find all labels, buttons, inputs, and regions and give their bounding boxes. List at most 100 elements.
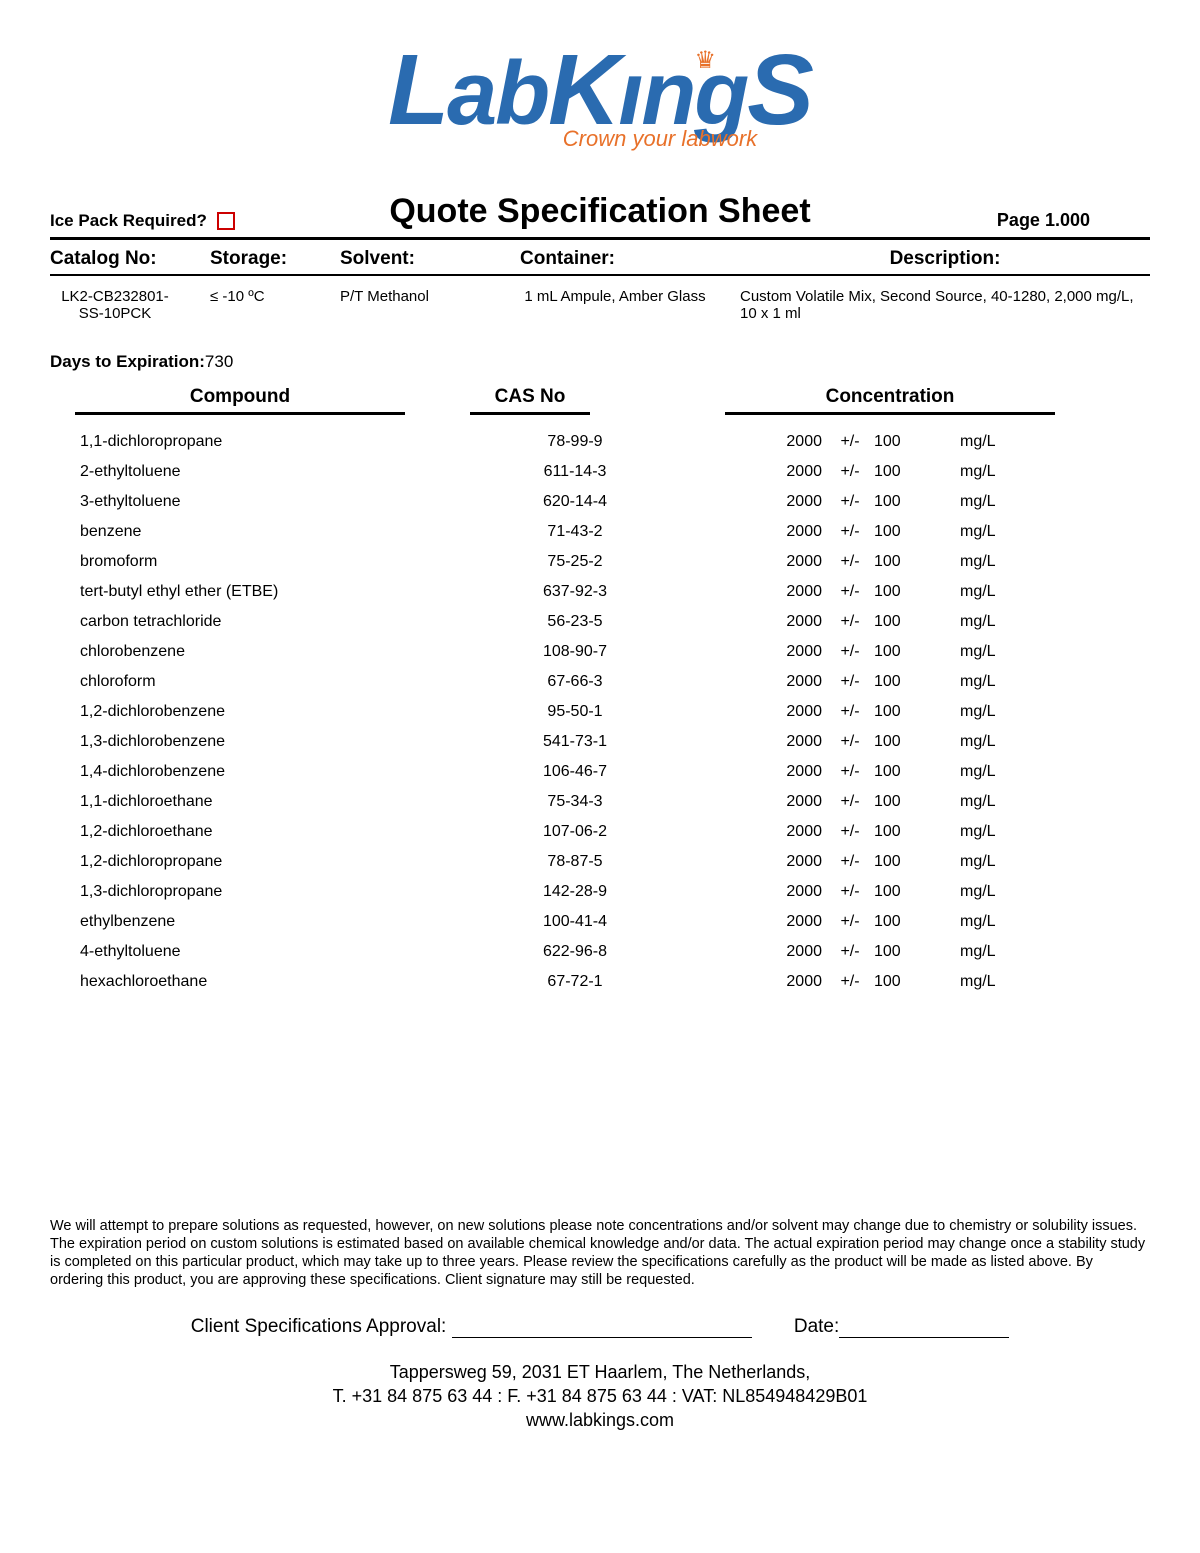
table-row: 3-ethyltoluene620-14-42000+/-100mg/L	[80, 487, 1120, 517]
page-title: Quote Specification Sheet	[300, 192, 900, 231]
table-row: benzene71-43-22000+/-100mg/L	[80, 517, 1120, 547]
conc-value: 2000	[710, 973, 830, 991]
cas-no: 637-92-3	[440, 583, 710, 601]
plus-minus: +/-	[830, 553, 870, 571]
tolerance: 100	[870, 703, 930, 721]
cas-no: 622-96-8	[440, 943, 710, 961]
table-row: 1,2-dichlorobenzene95-50-12000+/-100mg/L	[80, 697, 1120, 727]
table-row: carbon tetrachloride56-23-52000+/-100mg/…	[80, 607, 1120, 637]
plus-minus: +/-	[830, 523, 870, 541]
tolerance: 100	[870, 673, 930, 691]
table-row: 1,3-dichloropropane142-28-92000+/-100mg/…	[80, 877, 1120, 907]
date-label: Date:	[794, 1316, 839, 1337]
tolerance: 100	[870, 733, 930, 751]
plus-minus: +/-	[830, 883, 870, 901]
footer-address: Tappersweg 59, 2031 ET Haarlem, The Neth…	[50, 1360, 1150, 1384]
tolerance: 100	[870, 883, 930, 901]
cas-no: 611-14-3	[440, 463, 710, 481]
unit: mg/L	[930, 853, 1010, 871]
conc-value: 2000	[710, 463, 830, 481]
tolerance: 100	[870, 643, 930, 661]
conc-value: 2000	[710, 763, 830, 781]
unit: mg/L	[930, 943, 1010, 961]
compound-name: 1,4-dichlorobenzene	[80, 763, 440, 781]
conc-value: 2000	[710, 913, 830, 931]
plus-minus: +/-	[830, 673, 870, 691]
value-description: Custom Volatile Mix, Second Source, 40-1…	[740, 284, 1150, 322]
cas-no: 67-72-1	[440, 973, 710, 991]
table-row: hexachloroethane67-72-12000+/-100mg/L	[80, 967, 1120, 997]
compound-name: 2-ethyltoluene	[80, 463, 440, 481]
compound-name: 1,2-dichlorobenzene	[80, 703, 440, 721]
conc-value: 2000	[710, 493, 830, 511]
conc-value: 2000	[710, 583, 830, 601]
tolerance: 100	[870, 613, 930, 631]
unit: mg/L	[930, 553, 1010, 571]
table-row: tert-butyl ethyl ether (ETBE)637-92-3200…	[80, 577, 1120, 607]
cas-no: 620-14-4	[440, 493, 710, 511]
table-row: ethylbenzene100-41-42000+/-100mg/L	[80, 907, 1120, 937]
col-concentration: Concentration	[826, 386, 955, 407]
cas-no: 75-25-2	[440, 553, 710, 571]
plus-minus: +/-	[830, 973, 870, 991]
compound-name: 1,3-dichlorobenzene	[80, 733, 440, 751]
unit: mg/L	[930, 463, 1010, 481]
compound-name: ethylbenzene	[80, 913, 440, 931]
compound-name: chloroform	[80, 673, 440, 691]
spec-headers: Catalog No: Storage: Solvent: Container:…	[50, 248, 1150, 276]
unit: mg/L	[930, 613, 1010, 631]
date-line[interactable]	[839, 1337, 1009, 1338]
compound-name: 3-ethyltoluene	[80, 493, 440, 511]
conc-value: 2000	[710, 553, 830, 571]
tolerance: 100	[870, 853, 930, 871]
ice-pack-checkbox[interactable]	[217, 212, 235, 230]
cas-no: 100-41-4	[440, 913, 710, 931]
tolerance: 100	[870, 433, 930, 451]
tolerance: 100	[870, 823, 930, 841]
table-row: chlorobenzene108-90-72000+/-100mg/L	[80, 637, 1120, 667]
cas-no: 107-06-2	[440, 823, 710, 841]
plus-minus: +/-	[830, 703, 870, 721]
approval-label: Client Specifications Approval:	[191, 1316, 447, 1337]
cas-no: 95-50-1	[440, 703, 710, 721]
table-row: chloroform67-66-32000+/-100mg/L	[80, 667, 1120, 697]
compound-name: tert-butyl ethyl ether (ETBE)	[80, 583, 440, 601]
plus-minus: +/-	[830, 613, 870, 631]
cas-no: 56-23-5	[440, 613, 710, 631]
footer: Tappersweg 59, 2031 ET Haarlem, The Neth…	[50, 1360, 1150, 1433]
plus-minus: +/-	[830, 583, 870, 601]
table-row: 1,4-dichlorobenzene106-46-72000+/-100mg/…	[80, 757, 1120, 787]
plus-minus: +/-	[830, 943, 870, 961]
unit: mg/L	[930, 733, 1010, 751]
cas-no: 541-73-1	[440, 733, 710, 751]
cas-no: 78-99-9	[440, 433, 710, 451]
compound-name: bromoform	[80, 553, 440, 571]
approval-signature-line[interactable]	[452, 1337, 752, 1338]
plus-minus: +/-	[830, 433, 870, 451]
cas-no: 106-46-7	[440, 763, 710, 781]
compound-name: 1,1-dichloropropane	[80, 433, 440, 451]
cas-no: 142-28-9	[440, 883, 710, 901]
tolerance: 100	[870, 523, 930, 541]
plus-minus: +/-	[830, 853, 870, 871]
compound-table: 1,1-dichloropropane78-99-92000+/-100mg/L…	[50, 427, 1150, 997]
days-label: Days to Expiration:	[50, 352, 205, 371]
crown-icon: ♛	[694, 46, 716, 75]
logo: LabKıngS ♛ Crown your labwork	[50, 40, 1150, 152]
tolerance: 100	[870, 463, 930, 481]
conc-value: 2000	[710, 643, 830, 661]
page-number: Page 1.000	[900, 210, 1150, 231]
unit: mg/L	[930, 523, 1010, 541]
unit: mg/L	[930, 583, 1010, 601]
compound-name: 1,2-dichloropropane	[80, 853, 440, 871]
unit: mg/L	[930, 763, 1010, 781]
tolerance: 100	[870, 583, 930, 601]
col-cas: CAS No	[495, 386, 566, 407]
table-row: bromoform75-25-22000+/-100mg/L	[80, 547, 1120, 577]
table-row: 4-ethyltoluene622-96-82000+/-100mg/L	[80, 937, 1120, 967]
value-catalog: LK2-CB232801-SS-10PCK	[50, 284, 210, 322]
tolerance: 100	[870, 913, 930, 931]
days-to-expiration: Days to Expiration:730	[50, 352, 1150, 372]
footer-web: www.labkings.com	[50, 1408, 1150, 1432]
plus-minus: +/-	[830, 493, 870, 511]
